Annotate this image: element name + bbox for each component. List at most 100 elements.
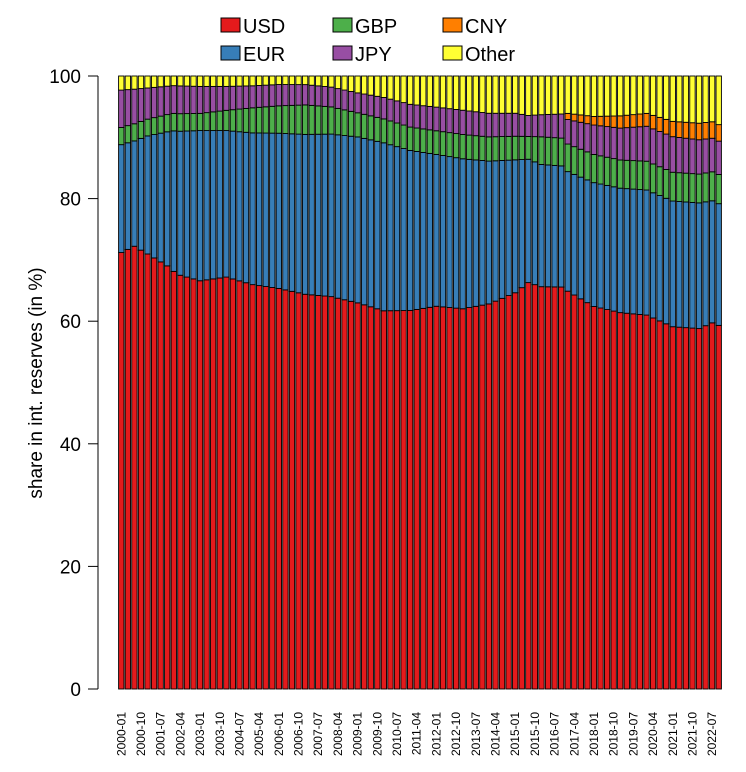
bar-cny-2022-07: [709, 121, 716, 139]
bar-gbp-2016-04: [544, 136, 552, 166]
bar-eur-2003-07: [210, 130, 217, 280]
bar-usd-2014-04: [492, 300, 499, 690]
bar-eur-2008-10: [347, 135, 355, 302]
bar-gbp-2021-01: [669, 171, 676, 202]
bar-usd-2018-10: [610, 310, 617, 690]
bar-jpy-2010-10: [400, 102, 407, 126]
bar-gbp-2003-10: [216, 110, 223, 131]
bar-other-2020-01: [643, 75, 650, 114]
bar-eur-2013-07: [472, 159, 479, 307]
x-tick-label-2021-10: 2021-10: [685, 712, 699, 756]
bar-eur-2017-01: [564, 171, 571, 292]
bar-usd-2002-10: [190, 278, 197, 690]
bar-usd-2014-10: [505, 295, 512, 690]
bar-usd-2005-01: [249, 284, 256, 690]
bar-eur-2018-10: [610, 186, 617, 312]
bar-cny-2019-07: [630, 114, 637, 128]
y-tick-label-60: 60: [60, 312, 81, 333]
bar-jpy-2009-10: [374, 95, 381, 118]
bar-other-2006-07: [288, 75, 296, 86]
bar-jpy-2018-07: [603, 126, 611, 158]
bar-eur-2018-07: [603, 184, 611, 310]
bar-usd-2010-10: [400, 310, 407, 690]
bar-eur-2002-07: [183, 130, 191, 278]
bar-gbp-2002-01: [170, 112, 177, 132]
bar-eur-2011-01: [407, 150, 414, 311]
bar-jpy-2014-04: [492, 112, 499, 138]
bar-eur-2018-01: [590, 182, 598, 307]
bar-jpy-2017-04: [571, 120, 578, 148]
bar-usd-2001-07: [157, 261, 164, 690]
bar-jpy-2005-01: [249, 85, 256, 109]
bar-gbp-2006-10: [295, 104, 302, 135]
bar-gbp-2000-04: [124, 125, 131, 144]
bar-jpy-2019-04: [623, 127, 630, 161]
bar-jpy-2011-07: [420, 105, 427, 130]
bar-eur-2020-07: [656, 195, 663, 322]
bar-jpy-2015-07: [525, 115, 532, 137]
bar-jpy-2011-01: [407, 103, 414, 128]
bar-other-2012-10: [452, 75, 460, 110]
bar-usd-2019-10: [636, 314, 644, 690]
bar-usd-2008-01: [328, 296, 335, 690]
bar-eur-2014-01: [485, 160, 493, 305]
bar-usd-2012-04: [439, 306, 447, 690]
bar-other-2013-01: [459, 75, 466, 111]
bar-gbp-2022-04: [702, 172, 709, 203]
bar-jpy-2002-01: [170, 85, 177, 114]
bar-jpy-2010-04: [387, 98, 394, 122]
bar-gbp-2018-01: [590, 154, 598, 184]
bar-jpy-2022-07: [709, 137, 716, 173]
bar-eur-2011-10: [426, 152, 433, 308]
bar-other-2016-04: [544, 75, 552, 115]
x-tick-label-2002-04: 2002-04: [173, 712, 187, 756]
bar-jpy-2006-04: [282, 84, 289, 107]
bar-eur-2004-01: [223, 130, 230, 278]
bar-jpy-2015-10: [531, 114, 539, 138]
bar-usd-2011-10: [426, 306, 433, 690]
bar-eur-2002-10: [190, 130, 197, 280]
bar-gbp-2021-07: [682, 172, 690, 203]
bar-other-2015-07: [525, 75, 532, 116]
bar-eur-2008-01: [328, 133, 335, 298]
bar-cny-2018-01: [590, 116, 598, 126]
bar-eur-2004-04: [229, 130, 237, 280]
legend-label-usd: USD: [243, 16, 285, 38]
bar-jpy-2002-10: [190, 85, 197, 114]
x-tick-label-2001-07: 2001-07: [154, 712, 168, 756]
y-axis-title: share in int. reserves (in %): [26, 267, 47, 498]
bar-other-2014-01: [485, 75, 493, 114]
bar-jpy-2017-10: [584, 123, 591, 153]
bar-other-2006-04: [282, 75, 289, 85]
bar-jpy-2018-01: [590, 124, 598, 155]
bar-gbp-2022-01: [695, 173, 703, 204]
bar-other-2010-10: [400, 75, 407, 104]
bar-gbp-2010-04: [387, 120, 394, 146]
bar-other-2016-10: [558, 75, 565, 115]
bar-eur-2022-04: [702, 201, 709, 327]
legend: USD EUR GBP JPY CNY Other: [220, 16, 515, 66]
bar-eur-2016-01: [538, 163, 545, 288]
bar-eur-2020-01: [643, 189, 650, 316]
bar-gbp-2007-01: [301, 104, 309, 135]
y-tick-label-0: 0: [70, 680, 81, 701]
bar-usd-2008-04: [334, 297, 342, 690]
bar-other-2022-07: [709, 75, 716, 123]
bar-usd-2010-07: [393, 310, 401, 690]
bar-jpy-2006-01: [275, 84, 282, 107]
bar-usd-2013-04: [466, 307, 473, 690]
bar-other-2005-10: [269, 75, 276, 86]
bar-usd-2013-10: [479, 304, 486, 690]
bar-gbp-2008-04: [334, 107, 342, 136]
bar-other-2015-04: [518, 75, 525, 115]
bar-jpy-2013-07: [472, 111, 479, 137]
x-tick-label-2017-04: 2017-04: [567, 712, 581, 756]
bar-gbp-2019-04: [623, 159, 630, 190]
bar-gbp-2008-10: [347, 110, 355, 137]
bar-usd-2002-04: [177, 274, 184, 690]
bar-gbp-2000-10: [137, 120, 145, 139]
bar-usd-2021-01: [669, 326, 676, 690]
bar-other-2009-01: [354, 75, 361, 94]
bar-eur-2014-10: [505, 159, 512, 297]
bar-usd-2012-10: [452, 307, 460, 690]
